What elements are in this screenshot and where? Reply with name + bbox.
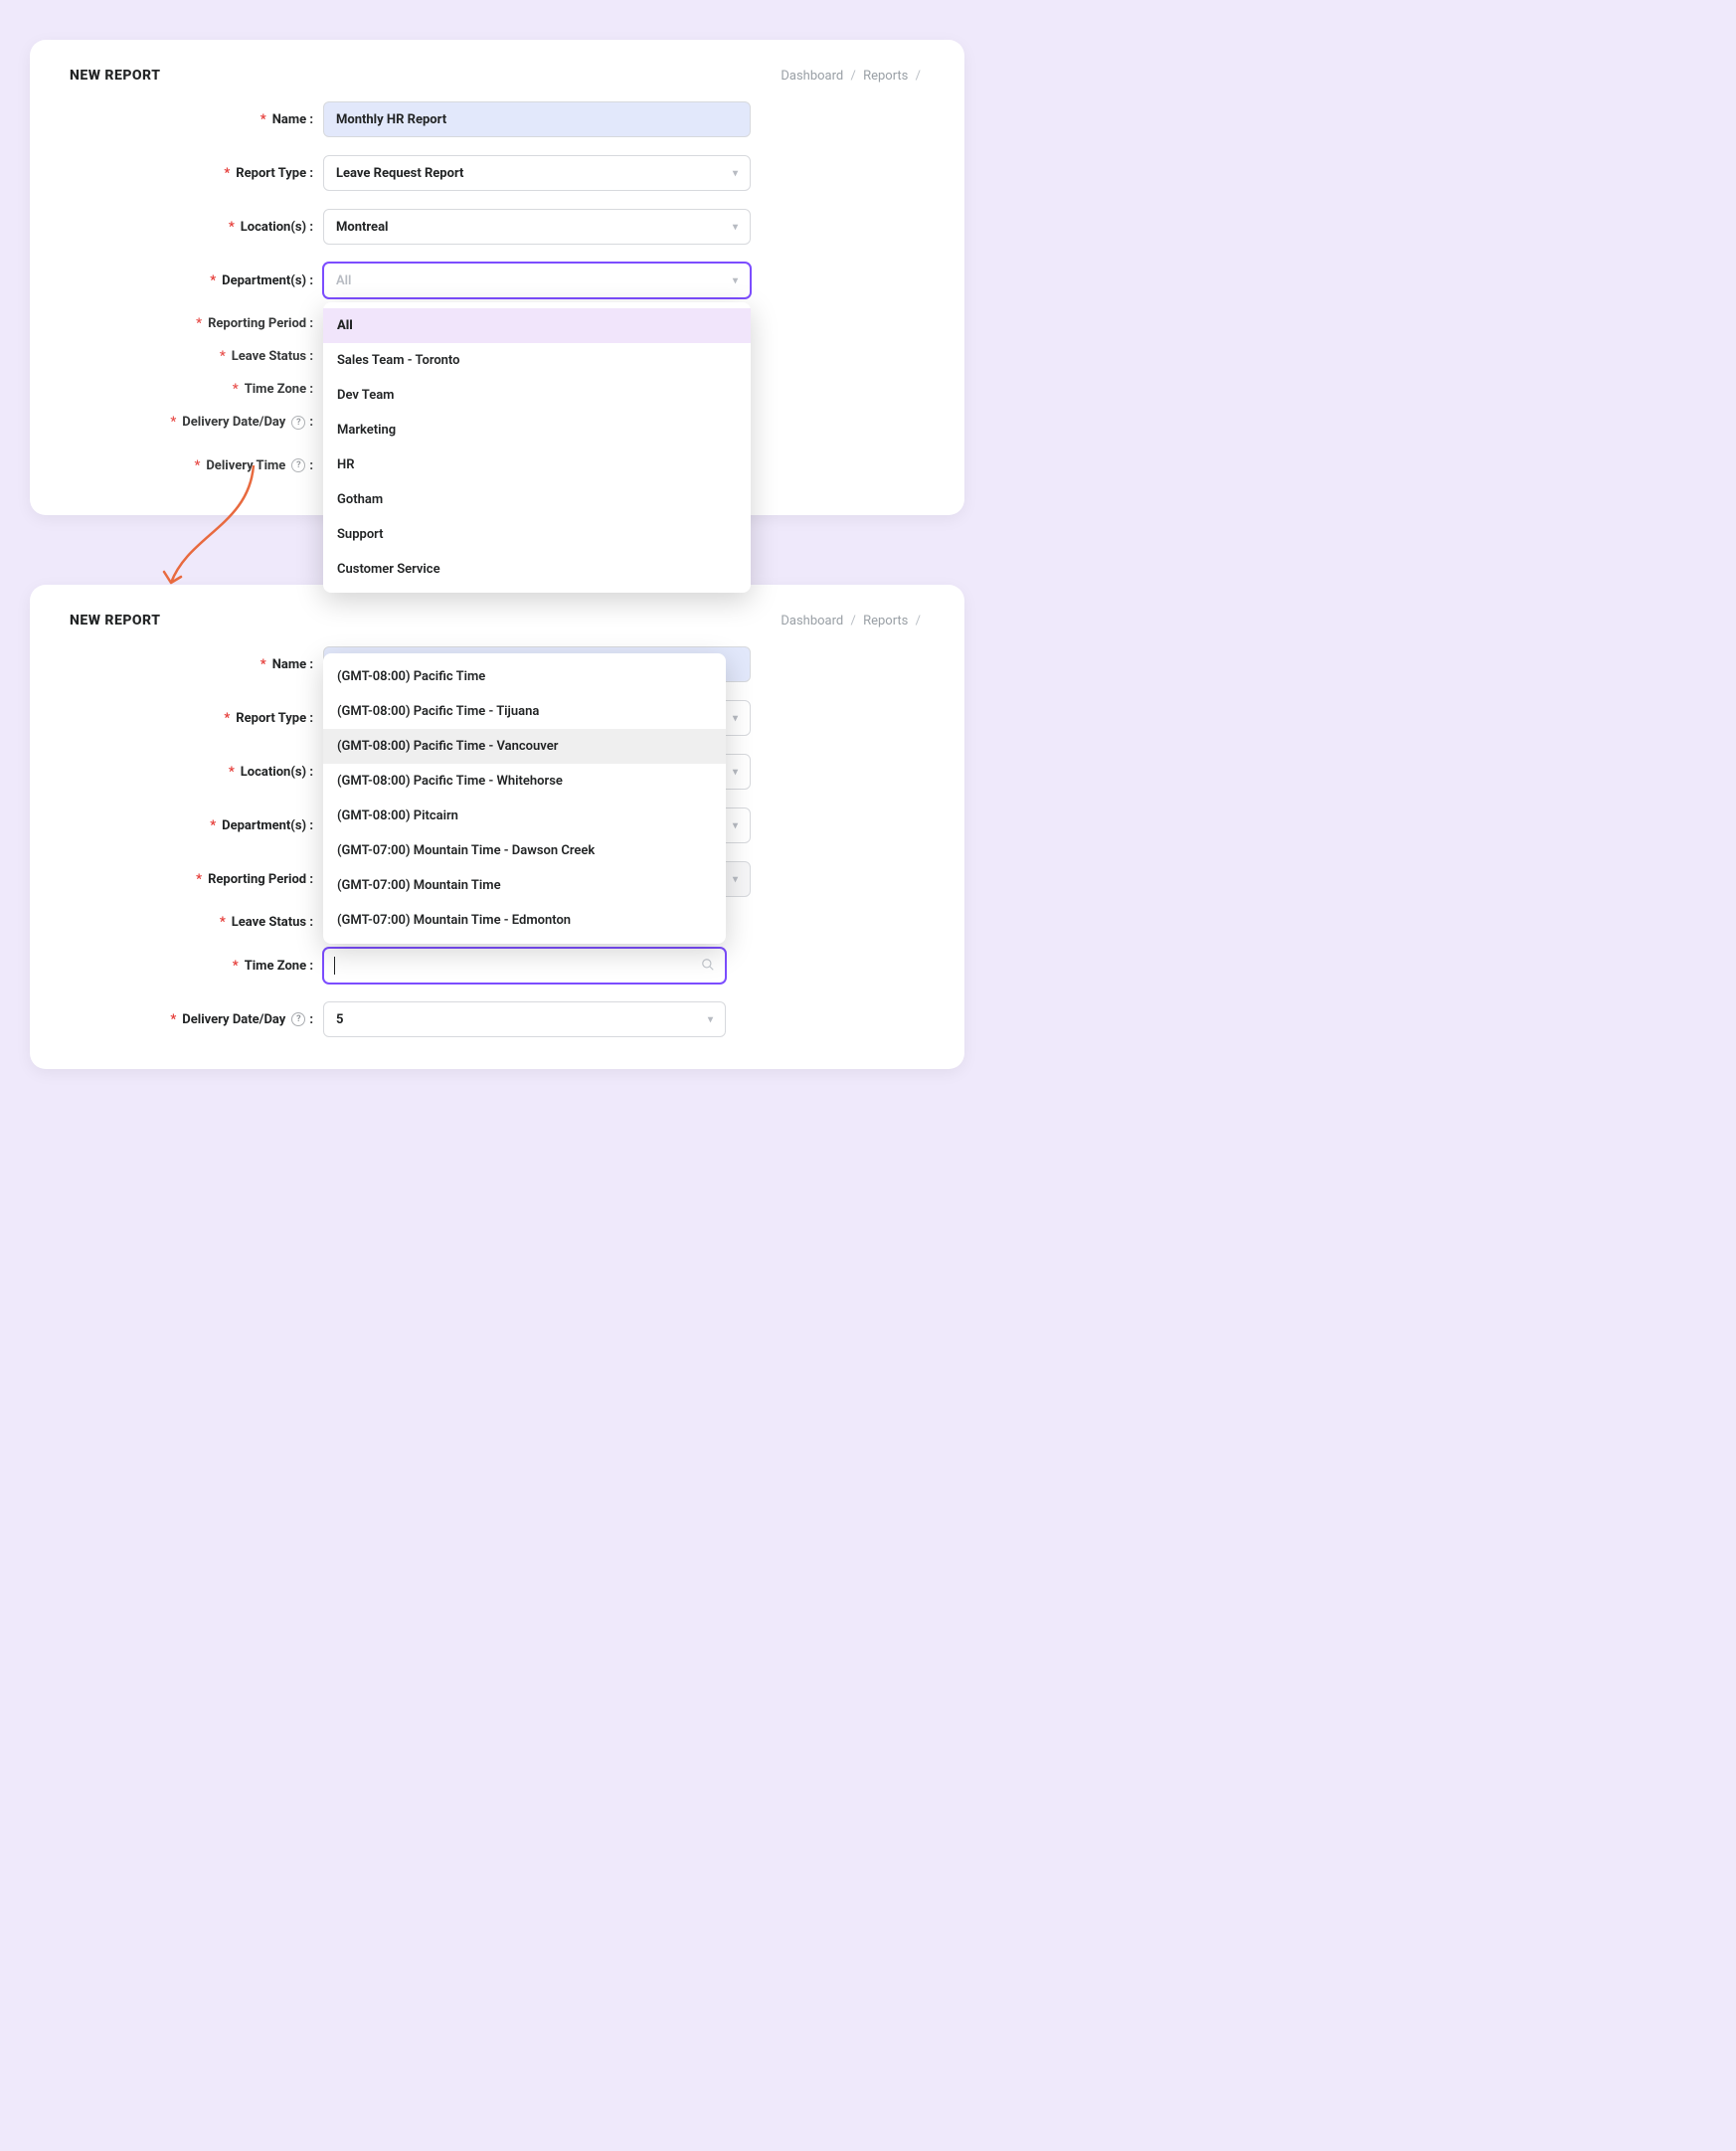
dropdown-option[interactable]: Sales Team - Toronto — [323, 343, 751, 378]
departments-select[interactable]: All▾ — [323, 263, 751, 298]
label-report-type: *Report Type : — [70, 711, 323, 726]
chevron-down-icon: ▾ — [733, 713, 738, 724]
dropdown-option[interactable]: Customer Service — [323, 552, 751, 587]
panel-header: NEW REPORT Dashboard / Reports / — [70, 68, 925, 84]
breadcrumb: Dashboard / Reports / — [781, 614, 925, 628]
text-cursor — [334, 957, 335, 975]
breadcrumb-item[interactable]: Dashboard — [781, 614, 843, 628]
chevron-down-icon: ▾ — [733, 168, 738, 179]
departments-dropdown: All Sales Team - Toronto Dev Team Market… — [323, 302, 751, 593]
page-title: NEW REPORT — [70, 68, 160, 84]
name-input[interactable]: Monthly HR Report — [323, 101, 751, 137]
label-name: *Name : — [70, 112, 323, 127]
label-departments: *Department(s) : — [70, 818, 323, 833]
label-reporting-period: *Reporting Period : — [70, 316, 323, 331]
panel-new-report-1: NEW REPORT Dashboard / Reports / *Name :… — [30, 40, 964, 515]
chevron-down-icon: ▾ — [733, 767, 738, 778]
delivery-date-select[interactable]: 5▾ — [323, 1001, 726, 1037]
breadcrumb-separator: / — [850, 69, 855, 84]
dropdown-option[interactable]: Dev Team — [323, 378, 751, 413]
chevron-down-icon: ▾ — [708, 1014, 713, 1025]
label-time-zone: *Time Zone : — [70, 959, 323, 974]
dropdown-option[interactable]: (GMT-07:00) Mountain Time - Edmonton — [323, 903, 726, 938]
breadcrumb-item[interactable]: Reports — [863, 69, 908, 84]
help-icon[interactable]: ? — [291, 416, 305, 430]
help-icon[interactable]: ? — [291, 458, 305, 472]
search-icon — [701, 957, 715, 976]
panel-new-report-2: NEW REPORT Dashboard / Reports / *Name :… — [30, 585, 964, 1069]
page-title: NEW REPORT — [70, 613, 160, 628]
locations-select[interactable]: Montreal▾ — [323, 209, 751, 245]
label-time-zone: *Time Zone : — [70, 382, 323, 397]
timezone-dropdown: (GMT-08:00) Pacific Time (GMT-08:00) Pac… — [323, 653, 726, 944]
dropdown-option[interactable]: Marketing — [323, 413, 751, 448]
label-leave-status: *Leave Status : — [70, 349, 323, 364]
dropdown-option[interactable]: All — [323, 308, 751, 343]
dropdown-option[interactable]: (GMT-08:00) Pitcairn — [323, 799, 726, 833]
timezone-search-input[interactable] — [323, 948, 726, 984]
label-locations: *Location(s) : — [70, 220, 323, 235]
breadcrumb-separator: / — [916, 614, 921, 628]
label-delivery-date: *Delivery Date/Day?: — [70, 1012, 323, 1027]
chevron-down-icon: ▾ — [733, 275, 738, 286]
label-name: *Name : — [70, 657, 323, 672]
dropdown-option[interactable]: Gotham — [323, 482, 751, 517]
chevron-down-icon: ▾ — [733, 820, 738, 831]
breadcrumb: Dashboard / Reports / — [781, 69, 925, 84]
dropdown-option[interactable]: (GMT-08:00) Pacific Time - Tijuana — [323, 694, 726, 729]
breadcrumb-item[interactable]: Reports — [863, 614, 908, 628]
panel-header: NEW REPORT Dashboard / Reports / — [70, 613, 925, 628]
label-departments: *Department(s) : — [70, 273, 323, 288]
chevron-down-icon: ▾ — [733, 874, 738, 885]
dropdown-option[interactable]: (GMT-07:00) Mountain Time — [323, 868, 726, 903]
label-locations: *Location(s) : — [70, 765, 323, 780]
dropdown-option[interactable]: (GMT-07:00) Mountain Time - Dawson Creek — [323, 833, 726, 868]
dropdown-option[interactable]: HR — [323, 448, 751, 482]
report-type-select[interactable]: Leave Request Report▾ — [323, 155, 751, 191]
label-delivery-time: *Delivery Time?: — [70, 458, 323, 473]
label-leave-status: *Leave Status : — [70, 915, 323, 930]
label-delivery-date: *Delivery Date/Day?: — [70, 415, 323, 430]
breadcrumb-separator: / — [850, 614, 855, 628]
breadcrumb-item[interactable]: Dashboard — [781, 69, 843, 84]
dropdown-option[interactable]: (GMT-08:00) Pacific Time - Whitehorse — [323, 764, 726, 799]
label-report-type: *Report Type : — [70, 166, 323, 181]
dropdown-option[interactable]: Support — [323, 517, 751, 552]
flow-arrow — [149, 465, 268, 595]
label-reporting-period: *Reporting Period : — [70, 872, 323, 887]
dropdown-option[interactable]: (GMT-08:00) Pacific Time — [323, 659, 726, 694]
chevron-down-icon: ▾ — [733, 222, 738, 233]
dropdown-option[interactable]: (GMT-08:00) Pacific Time - Vancouver — [323, 729, 726, 764]
breadcrumb-separator: / — [916, 69, 921, 84]
help-icon[interactable]: ? — [291, 1012, 305, 1026]
